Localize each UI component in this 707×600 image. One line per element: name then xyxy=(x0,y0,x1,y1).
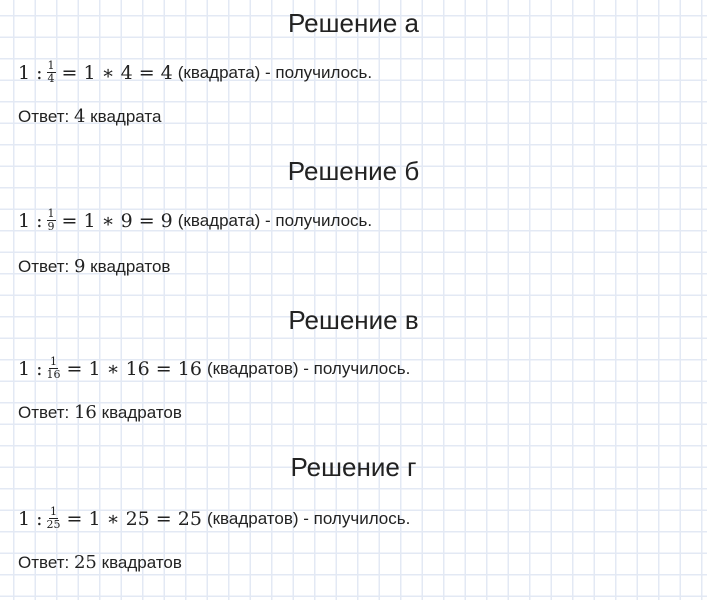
fraction-numerator: 1 xyxy=(46,59,56,73)
answer-label: Ответ: xyxy=(18,553,70,572)
fraction-denominator: 25 xyxy=(46,518,61,531)
equation: 1 : 1 9 = 1 ∗ 9 = 9 (квадрата) - получил… xyxy=(18,208,372,233)
equation-lhs: 1 : xyxy=(18,61,43,84)
fraction: 1 9 xyxy=(46,207,56,233)
equation-lhs: 1 : xyxy=(18,357,43,380)
equation-rhs: = 1 ∗ 4 = 4 xyxy=(61,61,173,84)
answer-value: 16 xyxy=(73,402,97,423)
fraction-denominator: 16 xyxy=(46,368,61,381)
equation-note: (квадратов) - получилось. xyxy=(206,508,411,528)
section-heading: Решение г xyxy=(290,452,417,482)
equation-lhs: 1 : xyxy=(18,209,43,232)
answer-label: Ответ: xyxy=(18,403,70,422)
equation-note: (квадрата) - получилось. xyxy=(177,210,373,230)
answer: Ответ: 4 квадрата xyxy=(18,106,161,127)
answer-value: 9 xyxy=(73,256,86,277)
answer-unit: квадратов xyxy=(101,553,182,572)
equation: 1 : 1 4 = 1 ∗ 4 = 4 (квадрата) - получил… xyxy=(18,60,372,85)
answer: Ответ: 16 квадратов xyxy=(18,402,182,423)
equation-rhs: = 1 ∗ 25 = 25 xyxy=(66,507,202,530)
fraction-numerator: 1 xyxy=(49,505,59,519)
fraction-denominator: 9 xyxy=(47,220,55,233)
fraction-numerator: 1 xyxy=(49,355,59,369)
equation-lhs: 1 : xyxy=(18,507,43,530)
answer: Ответ: 25 квадратов xyxy=(18,552,182,573)
fraction: 1 16 xyxy=(47,356,61,381)
section-heading: Решение а xyxy=(287,8,419,38)
answer-value: 4 xyxy=(73,106,86,127)
equation-rhs: = 1 ∗ 16 = 16 xyxy=(66,357,202,380)
fraction-denominator: 4 xyxy=(47,72,55,85)
answer: Ответ: 9 квадратов xyxy=(18,256,170,277)
answer-label: Ответ: xyxy=(18,107,70,126)
fraction-numerator: 1 xyxy=(46,207,56,221)
answer-unit: квадратов xyxy=(101,403,182,422)
section-heading: Решение в xyxy=(288,305,419,335)
answer-label: Ответ: xyxy=(18,257,70,276)
fraction: 1 4 xyxy=(46,59,56,85)
equation-note: (квадратов) - получилось. xyxy=(206,358,411,378)
equation: 1 : 1 25 = 1 ∗ 25 = 25 (квадратов) - пол… xyxy=(18,506,410,531)
answer-unit: квадрата xyxy=(90,107,162,126)
answer-unit: квадратов xyxy=(90,257,171,276)
equation-note: (квадрата) - получилось. xyxy=(177,62,373,82)
answer-value: 25 xyxy=(73,552,97,573)
fraction: 1 25 xyxy=(47,506,61,531)
equation-rhs: = 1 ∗ 9 = 9 xyxy=(61,209,173,232)
section-heading: Решение б xyxy=(287,156,420,186)
equation: 1 : 1 16 = 1 ∗ 16 = 16 (квадратов) - пол… xyxy=(18,356,410,381)
